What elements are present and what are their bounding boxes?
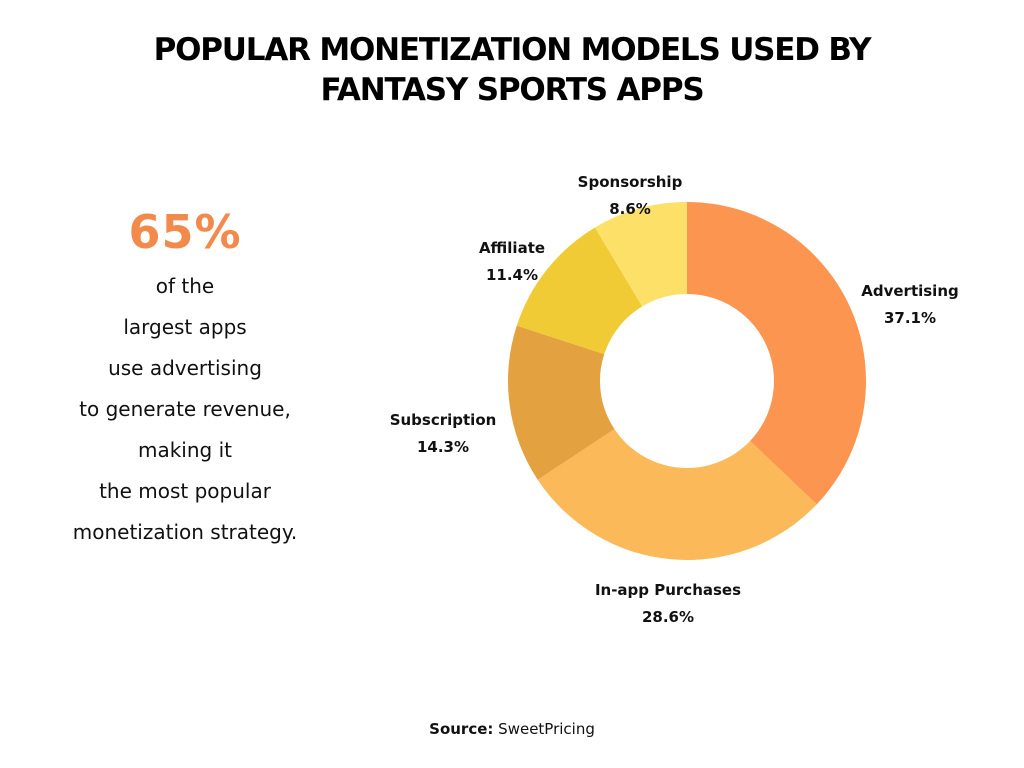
chart-title: POPULAR MONETIZATION MODELS USED BY FANT…	[0, 30, 1024, 110]
stat-callout: 65% of the largest apps use advertising …	[40, 200, 330, 553]
slice-value-advertising: 37.1%	[884, 309, 936, 327]
source-note: Source: SweetPricing	[0, 720, 1024, 738]
donut-chart: Advertising 37.1% In-app Purchases 28.6% Sub…	[390, 173, 959, 626]
stat-line: largest apps	[123, 315, 247, 339]
source-value: SweetPricing	[498, 720, 595, 738]
stat-line: making it	[137, 438, 232, 462]
slice-label-advertising: Advertising	[861, 282, 959, 300]
stat-line: to generate revenue,	[79, 397, 291, 421]
stat-description: of the largest apps use advertising to g…	[40, 266, 330, 553]
stat-line: the most popular	[99, 479, 271, 503]
donut-slice-in-app-purchases	[537, 428, 817, 560]
slice-value-affiliate: 11.4%	[486, 266, 538, 284]
slice-label-affiliate: Affiliate	[479, 239, 545, 257]
chart-title-line-1: POPULAR MONETIZATION MODELS USED BY	[153, 32, 872, 68]
chart-title-line-2: FANTASY SPORTS APPS	[320, 72, 705, 108]
slice-label-subscription: Subscription	[390, 411, 497, 429]
slice-label-in-app-purchases: In-app Purchases	[595, 581, 741, 599]
slice-value-subscription: 14.3%	[417, 438, 469, 456]
stat-line: use advertising	[108, 356, 262, 380]
donut-slice-advertising	[687, 202, 866, 505]
stat-line: monetization strategy.	[72, 520, 298, 544]
slice-value-sponsorship: 8.6%	[609, 200, 651, 218]
source-label: Source:	[429, 720, 494, 738]
donut-slice-subscription	[508, 325, 615, 480]
stat-line: of the	[155, 274, 215, 298]
slice-value-in-app-purchases: 28.6%	[642, 608, 694, 626]
donut-slice-sponsorship	[594, 202, 687, 307]
slice-label-sponsorship: Sponsorship	[578, 173, 683, 191]
donut-slice-affiliate	[516, 227, 643, 355]
stat-value: 65%	[128, 205, 242, 259]
